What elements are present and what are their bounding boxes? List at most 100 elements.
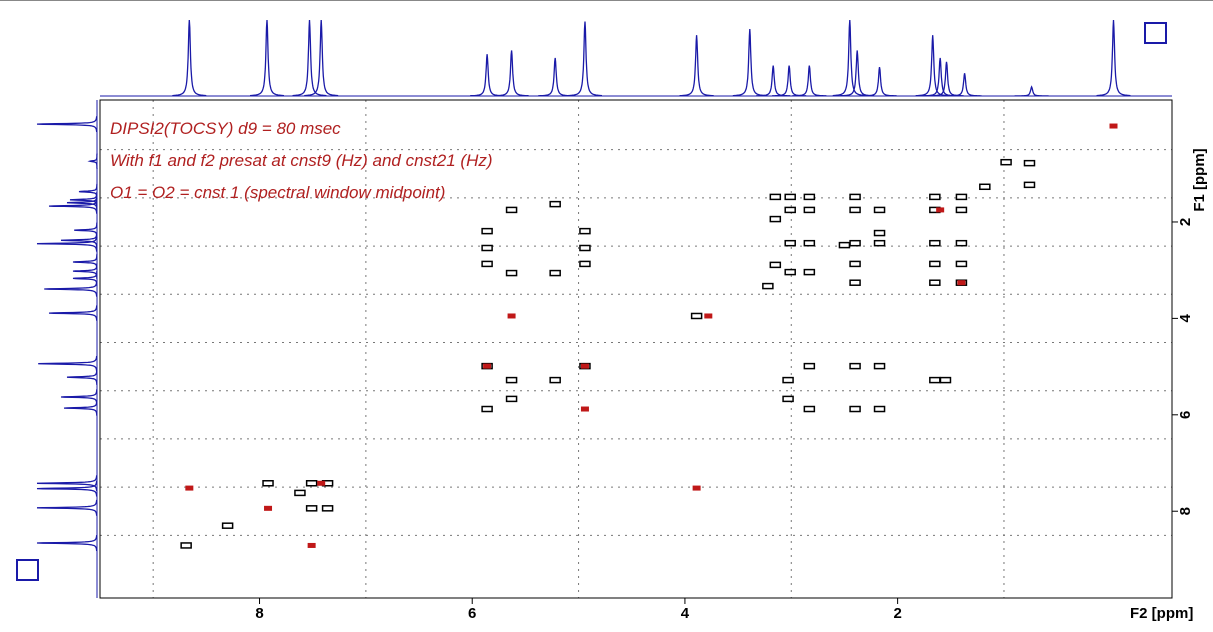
plot-frame xyxy=(99,99,1173,599)
positive-peak xyxy=(849,405,861,413)
projection-peak xyxy=(1096,19,1131,97)
positive-peak xyxy=(939,376,952,384)
projection-peak xyxy=(304,19,339,97)
negative-peak xyxy=(692,485,701,491)
negative-peak xyxy=(307,542,316,548)
positive-peak xyxy=(1023,181,1036,189)
positive-peak xyxy=(294,489,306,497)
positive-peak xyxy=(769,193,782,201)
positive-peak xyxy=(579,227,591,235)
negative-peak xyxy=(1109,123,1118,129)
positive-peak xyxy=(873,362,886,370)
positive-peak xyxy=(769,261,782,269)
positive-peak xyxy=(979,183,991,191)
positive-peak xyxy=(955,206,968,214)
projection-peak xyxy=(679,35,714,97)
projection-peak xyxy=(792,65,827,97)
negative-peak xyxy=(317,480,326,486)
projection-peak xyxy=(538,57,573,97)
x-tick-label: 8 xyxy=(255,605,263,622)
projection-peak xyxy=(48,305,98,321)
positive-peak xyxy=(221,522,234,529)
y-tick-label: 8 xyxy=(1177,507,1194,515)
x-axis-label: F2 [ppm] xyxy=(1130,605,1193,622)
positive-peak xyxy=(849,260,861,268)
projection-peak xyxy=(862,66,897,97)
projection-peak xyxy=(567,21,602,97)
y-tick-label: 4 xyxy=(1177,314,1194,323)
positive-peak xyxy=(803,193,816,201)
positive-peak xyxy=(481,260,493,268)
projection-peak xyxy=(292,19,327,97)
negative-peak xyxy=(957,280,966,286)
positive-peak xyxy=(803,268,816,276)
projection-peak xyxy=(72,254,98,270)
positive-peak xyxy=(929,279,941,286)
projection-peak xyxy=(66,369,98,385)
annotation: O1 = O2 = cnst 1 (spectral window midpoi… xyxy=(110,183,445,202)
positive-peak xyxy=(1023,159,1036,167)
positive-peak xyxy=(305,480,318,487)
positive-peak xyxy=(782,395,794,403)
projection-peak xyxy=(250,19,284,97)
projection-peak xyxy=(36,480,98,497)
positive-peak xyxy=(549,376,561,384)
positive-peak xyxy=(849,279,861,286)
projection-peak xyxy=(36,116,98,133)
positive-peak xyxy=(838,241,851,249)
projection-peak xyxy=(756,65,791,97)
positive-peak xyxy=(505,395,518,403)
positive-peak xyxy=(579,260,591,268)
positive-peak xyxy=(803,206,816,214)
positive-peak xyxy=(769,215,782,223)
projection-peak xyxy=(60,389,98,405)
positive-peak xyxy=(481,244,493,252)
positive-peak xyxy=(803,405,816,413)
positive-peak xyxy=(1000,158,1012,166)
negative-peak xyxy=(185,485,194,491)
positive-peak xyxy=(803,239,816,247)
projection-peak xyxy=(74,222,98,238)
corner-box xyxy=(1144,22,1167,44)
positive-peak xyxy=(955,260,968,268)
projection-peak xyxy=(87,153,98,169)
projection-peak xyxy=(36,475,98,492)
projection-peak xyxy=(915,35,950,97)
negative-peak xyxy=(936,207,945,213)
positive-peak xyxy=(873,405,886,413)
x-tick-label: 2 xyxy=(893,605,901,622)
positive-peak xyxy=(929,239,941,247)
projection-peak xyxy=(78,183,98,200)
positive-peak xyxy=(803,362,816,370)
projection-peak xyxy=(72,270,98,287)
y-tick-label: 6 xyxy=(1177,411,1194,419)
negative-peak xyxy=(704,313,713,319)
positive-peak xyxy=(321,505,334,512)
positive-peak xyxy=(873,239,886,247)
projection-peak xyxy=(494,50,529,97)
positive-peak xyxy=(929,260,941,268)
positive-peak xyxy=(549,269,561,277)
projection-peak xyxy=(38,355,98,372)
x-tick-label: 6 xyxy=(468,605,476,622)
positive-peak xyxy=(762,282,774,290)
positive-peak xyxy=(929,193,941,201)
corner-box xyxy=(16,559,39,581)
projection-peak xyxy=(172,19,207,97)
positive-peak xyxy=(955,193,968,201)
positive-peak xyxy=(784,239,796,247)
negative-peak xyxy=(264,505,273,511)
positive-peak xyxy=(505,376,518,384)
positive-peak xyxy=(784,206,796,214)
projection-peak xyxy=(36,235,98,252)
plot-layer: 8 6 4 2 2 4 6 8 xyxy=(36,19,1194,622)
positive-peak xyxy=(579,244,591,252)
positive-peak xyxy=(873,229,886,237)
projection-peak xyxy=(947,73,982,97)
positive-peak xyxy=(955,239,968,247)
positive-peak xyxy=(262,480,274,487)
projection-peak xyxy=(48,198,98,214)
positive-peak xyxy=(849,206,861,214)
